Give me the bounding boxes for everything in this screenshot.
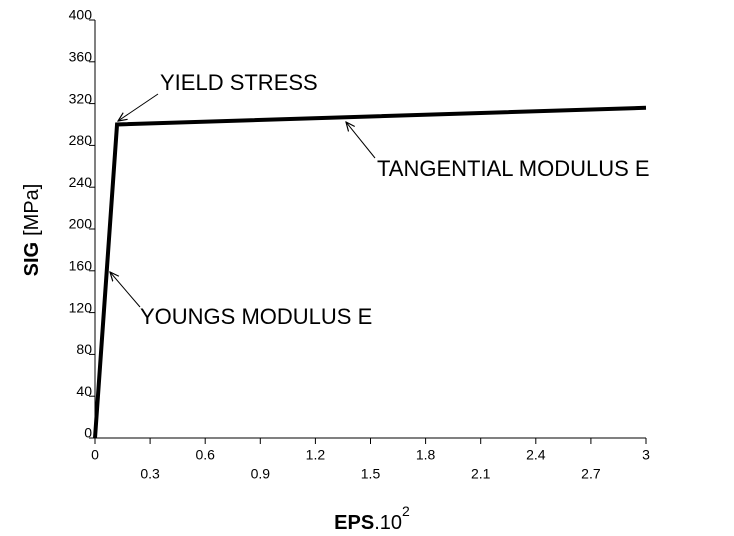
y-tick-label: 360 xyxy=(69,49,93,65)
x-tick-label: 2.1 xyxy=(471,466,491,482)
y-tick-label: 240 xyxy=(69,174,93,190)
x-label-name: EPS xyxy=(334,512,374,534)
x-tick-label: 0.9 xyxy=(251,466,271,482)
x-label-factor: .10 xyxy=(374,512,402,534)
y-tick-label: 120 xyxy=(69,299,93,315)
x-tick-label: 1.5 xyxy=(361,466,381,482)
x-tick-label: 0.3 xyxy=(140,466,160,482)
y-tick-label: 160 xyxy=(69,258,93,274)
x-label-exponent: 2 xyxy=(402,503,410,519)
x-tick-label: 2.4 xyxy=(526,447,546,463)
y-tick-label: 80 xyxy=(76,341,92,357)
annotation-arrow xyxy=(346,122,376,159)
annotation-arrow xyxy=(118,93,159,121)
y-tick-label: 280 xyxy=(69,132,93,148)
x-tick-label: 3 xyxy=(642,447,650,463)
y-tick-label: 320 xyxy=(69,90,93,106)
annotation: TANGENTIAL MODULUS E xyxy=(377,156,650,181)
y-tick-label: 200 xyxy=(69,216,93,232)
annotation-arrow xyxy=(110,272,141,308)
y-tick-label: 40 xyxy=(76,383,92,399)
x-tick-label: 2.7 xyxy=(581,466,601,482)
x-tick-label: 0 xyxy=(91,447,99,463)
annotation: YOUNGS MODULUS E xyxy=(140,304,372,329)
x-tick-label: 1.2 xyxy=(306,447,326,463)
x-tick-label: 0.6 xyxy=(195,447,215,463)
y-axis-label: SIG [MPa] xyxy=(21,184,43,277)
y-tick-label: 400 xyxy=(69,7,93,23)
y-tick-label: 0 xyxy=(84,425,92,441)
annotation: YIELD STRESS xyxy=(160,70,318,95)
x-axis-label: EPS.102 xyxy=(334,503,410,535)
x-tick-label: 1.8 xyxy=(416,447,436,463)
y-label-name: SIG xyxy=(21,242,43,276)
y-label-unit: [MPa] xyxy=(21,184,43,236)
data-line xyxy=(93,105,647,439)
